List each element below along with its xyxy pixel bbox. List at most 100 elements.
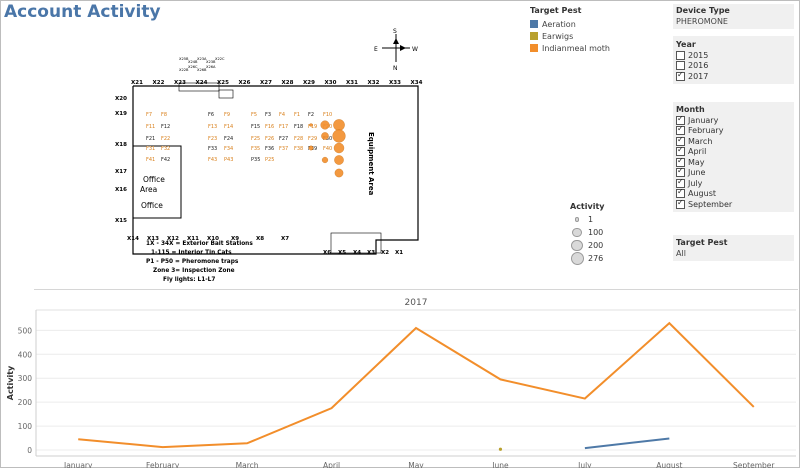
trap-label: F1 xyxy=(294,112,300,118)
target-pest-legend-item[interactable]: Aeration xyxy=(530,18,650,30)
activity-bubble[interactable] xyxy=(332,129,346,143)
device-type-value[interactable]: PHEROMONE xyxy=(676,17,728,26)
activity-bubble[interactable] xyxy=(321,132,329,140)
trap-label: F24 xyxy=(224,136,233,142)
activity-legend-label: 276 xyxy=(588,254,604,263)
size-circle-icon xyxy=(570,252,584,265)
room-area: Area xyxy=(140,185,157,194)
size-circle-icon xyxy=(572,227,582,238)
chart-title: 2017 xyxy=(405,298,428,308)
activity-chart-svg[interactable]: 2017 0 100 200 300 400 500 Activity January Febru… xyxy=(0,290,800,468)
trap-label: F27 xyxy=(279,136,288,142)
month-option[interactable]: April xyxy=(676,145,791,158)
month-checkbox[interactable] xyxy=(676,198,685,209)
series-line[interactable] xyxy=(584,437,670,450)
trap-label: F15 xyxy=(251,124,260,130)
month-option-label: June xyxy=(688,168,706,178)
activity-bubble[interactable] xyxy=(334,155,344,165)
exterior-station-label: X9 xyxy=(231,236,239,242)
activity-bubble[interactable] xyxy=(308,145,314,151)
legend-swatch xyxy=(530,32,538,40)
station-sub-label: X25B xyxy=(179,57,189,61)
year-checkbox[interactable] xyxy=(676,70,685,81)
trap-label: F32 xyxy=(161,146,170,152)
trap-label: F30 xyxy=(323,136,332,142)
trap-label: F13 xyxy=(208,124,217,130)
office-room xyxy=(132,145,182,219)
legend-swatch xyxy=(530,20,538,28)
year-filter[interactable]: Year 201520162017 xyxy=(673,36,794,84)
year-option[interactable]: 2016 xyxy=(676,61,791,72)
activity-bubble[interactable] xyxy=(334,168,344,178)
exterior-station-label: X8 xyxy=(256,236,264,242)
year-checkbox[interactable] xyxy=(676,50,685,60)
activity-legend-item: 200 xyxy=(570,239,640,252)
activity-bubble[interactable] xyxy=(321,156,329,164)
y-axis-label: Activity xyxy=(6,365,15,400)
trap-label: F43 xyxy=(208,157,217,163)
trap-label: F4 xyxy=(279,112,285,118)
year-option[interactable]: 2015 xyxy=(676,50,791,61)
device-type-filter[interactable]: Device Type PHEROMONE xyxy=(673,4,794,29)
month-option[interactable]: May xyxy=(676,156,791,168)
year-option[interactable]: 2017 xyxy=(676,70,791,82)
exterior-station-label: X12 xyxy=(167,236,179,242)
trap-label: F14 xyxy=(224,124,233,130)
month-option[interactable]: September xyxy=(676,198,791,210)
activity-bubble[interactable] xyxy=(333,119,345,131)
exterior-station-label: X13 xyxy=(147,236,159,242)
compass-w: W xyxy=(412,46,418,53)
target-pest-legend-item[interactable]: Indianmeal moth xyxy=(530,42,650,54)
building-outline xyxy=(132,85,419,255)
trap-label: F19 xyxy=(308,124,317,130)
y-tick-label: 200 xyxy=(18,398,33,407)
x-tick-label: September xyxy=(733,461,775,468)
exterior-station-label: X17 xyxy=(115,169,127,175)
trap-label: F16 xyxy=(265,124,274,130)
month-option[interactable]: February xyxy=(676,124,791,137)
trap-label: F42 xyxy=(161,157,170,163)
exterior-station-label: X7 xyxy=(281,236,289,242)
month-option[interactable]: July xyxy=(676,177,791,189)
y-tick-label: 100 xyxy=(18,422,33,431)
month-option[interactable]: January xyxy=(676,114,791,126)
series-point[interactable] xyxy=(498,447,503,451)
target-pest-filter-value[interactable]: All xyxy=(676,249,686,258)
activity-bubble[interactable] xyxy=(320,120,330,130)
activity-bubble[interactable] xyxy=(309,123,313,127)
exterior-station-label: X15 xyxy=(115,218,127,224)
station-sub-label: X26C xyxy=(188,65,198,69)
room-office-1: Office xyxy=(143,175,165,184)
bottom-labels: X14 X13 X12 X11 X10 X9 X8 X7 X6 X5 X4 X3 X2 X1 xyxy=(127,236,403,256)
legend-label: Aeration xyxy=(542,19,576,29)
x-tick-label: May xyxy=(408,461,424,468)
trap-label: F10 xyxy=(323,112,332,118)
target-pest-filter[interactable]: Target Pest All xyxy=(673,235,794,261)
trap-label: F12 xyxy=(161,124,170,130)
activity-bubble[interactable] xyxy=(333,142,345,154)
exterior-station-label: X1 xyxy=(395,250,403,256)
series-line[interactable] xyxy=(78,321,755,449)
month-option-label: April xyxy=(688,147,707,157)
trap-label: F33 xyxy=(208,146,217,152)
trap-label: F35 xyxy=(251,146,260,152)
month-option[interactable]: August xyxy=(676,187,791,200)
station-sub-label: X22B xyxy=(179,68,189,72)
month-filter[interactable]: Month JanuaryFebruaryMarchAprilMayJuneJu… xyxy=(673,102,794,212)
station-sub-label: X26B xyxy=(197,68,207,72)
month-option[interactable]: June xyxy=(676,166,791,179)
trap-label: F31 xyxy=(146,146,155,152)
exterior-station-label: X23 xyxy=(174,80,186,86)
trap-label: F26 xyxy=(265,136,274,142)
exterior-station-label: X21 xyxy=(131,80,143,86)
year-header: Year xyxy=(676,40,696,49)
floor-plan[interactable]: S E W N X21 X22 X23 X24 X25 X26 X27 X28 X29 X30 X3… xyxy=(91,28,449,286)
x-tick-label: August xyxy=(656,461,682,468)
trap-label: F6 xyxy=(208,112,214,118)
target-pest-legend-item[interactable]: Earwigs xyxy=(530,30,650,42)
month-option[interactable]: March xyxy=(676,135,791,147)
trap-label: F23 xyxy=(208,136,217,142)
floor-plan-map[interactable]: S E W N X21 X22 X23 X24 X25 X26 X27 X28 X29 X30 X3… xyxy=(91,28,449,286)
exterior-station-label: X34 xyxy=(411,80,423,86)
activity-line-chart[interactable]: 2017 0 100 200 300 400 500 Activity January Febru… xyxy=(0,290,800,468)
